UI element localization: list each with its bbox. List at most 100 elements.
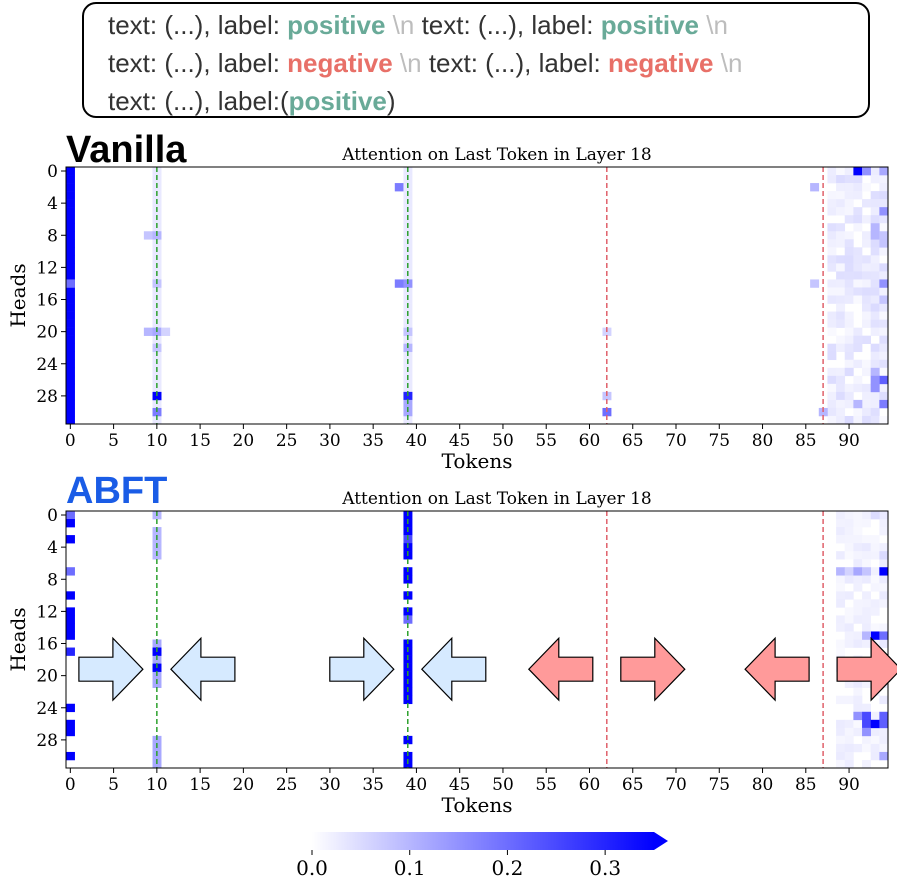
heat-cell (879, 327, 889, 336)
label-negative: negative (608, 48, 714, 78)
x-tick-label: 30 (319, 431, 341, 451)
heat-cell (870, 631, 880, 640)
heat-cell (66, 167, 75, 176)
heat-cell (66, 727, 75, 737)
heat-cell (143, 231, 153, 240)
plot-area (66, 511, 888, 768)
heatmap-abft: Attention on Last Token in Layer 18 0 5 10 1… (6, 489, 889, 817)
heat-cell (862, 319, 871, 328)
heat-cell (862, 311, 871, 320)
heat-cell (853, 343, 863, 353)
colorbar-tick-label: 0.0 (296, 856, 328, 879)
heat-cell (870, 263, 880, 272)
heat-cell (844, 527, 854, 536)
y-tick-label: 28 (36, 731, 58, 751)
heat-cell (827, 279, 837, 288)
heat-cell (66, 327, 75, 336)
heat-cell (827, 415, 837, 425)
heat-cell (879, 359, 889, 369)
heat-cell (853, 743, 863, 753)
y-tick-label: 8 (47, 226, 58, 246)
heat-cell (862, 639, 871, 648)
heatmap-vanilla: Attention on Last Token in Layer 18 0 5 10 1… (6, 145, 889, 473)
heat-cell (66, 175, 75, 184)
heat-cell (66, 631, 75, 640)
heat-cell (853, 327, 863, 336)
y-tick-label: 12 (36, 602, 58, 622)
heat-cell (870, 375, 880, 385)
heat-cell (879, 527, 889, 536)
heat-cell (870, 279, 880, 288)
colorbar: 0.0 0.1 0.2 0.3 (296, 832, 668, 879)
heat-cell (862, 255, 871, 264)
heat-cell (853, 687, 863, 697)
y-tick-label: 20 (36, 667, 58, 687)
heat-cell (879, 191, 889, 200)
plot-area (66, 167, 888, 424)
heat-cell (844, 255, 854, 264)
heat-cell (870, 231, 880, 240)
heat-cell (870, 327, 880, 336)
heat-cell (870, 735, 880, 745)
heat-cell (879, 231, 889, 240)
colorbar-extend-triangle (654, 832, 668, 850)
heat-cell (66, 519, 75, 528)
heat-cell (879, 167, 889, 176)
heat-cell (879, 695, 889, 705)
heat-cell (66, 295, 75, 304)
heat-cell (862, 607, 871, 616)
heat-cell (870, 247, 880, 256)
heat-cell (853, 679, 863, 688)
heat-cell (602, 407, 612, 417)
left-arrow-icon (527, 636, 594, 702)
x-tick-label: 55 (535, 431, 557, 451)
heat-cell (853, 207, 863, 216)
left-arrow-icon (420, 636, 487, 702)
label-positive: positive (600, 10, 699, 40)
heat-cell (853, 607, 863, 616)
heat-cell (844, 631, 854, 640)
heat-cell (870, 623, 880, 632)
x-tick-label: 10 (146, 775, 168, 795)
x-tick-label: 85 (795, 431, 817, 451)
x-tick-label: 25 (276, 775, 298, 795)
heat-cell (870, 207, 880, 216)
heat-cell (862, 239, 871, 248)
heat-cell (836, 335, 846, 344)
heat-cell (844, 271, 854, 280)
heat-cell (836, 239, 846, 248)
heat-cell (879, 351, 889, 361)
y-tick-label: 0 (47, 162, 58, 182)
heat-cell (870, 175, 880, 184)
heat-cell (836, 695, 846, 705)
heat-cell (844, 751, 854, 761)
heat-cell (827, 391, 837, 401)
prompt-text: text: (...), label: (108, 48, 288, 78)
y-axis-label: Heads (6, 263, 30, 327)
heat-cell (870, 223, 880, 232)
heat-cell (66, 207, 75, 216)
heat-cell (862, 335, 871, 344)
heat-cell (836, 623, 846, 632)
x-tick-label: 80 (752, 431, 774, 451)
heat-cell (870, 551, 880, 560)
x-tick-label: 35 (362, 431, 384, 451)
heat-cell (827, 287, 837, 296)
heat-cell (879, 511, 889, 520)
heat-cell (844, 279, 854, 288)
heat-cell (602, 391, 612, 401)
heat-cell (836, 575, 846, 584)
heat-cell (870, 295, 880, 304)
heat-cell (152, 383, 162, 393)
heat-cell (403, 383, 413, 393)
heat-cell (836, 727, 846, 737)
heat-cell (844, 511, 854, 520)
heat-cell (879, 735, 889, 745)
heat-cell (862, 615, 871, 624)
heat-cell (862, 543, 871, 552)
x-tick-label: 90 (838, 775, 860, 795)
heat-cell (862, 719, 871, 729)
heat-cell (870, 311, 880, 320)
x-tick-label: 45 (449, 775, 471, 795)
heat-cell (853, 359, 863, 369)
